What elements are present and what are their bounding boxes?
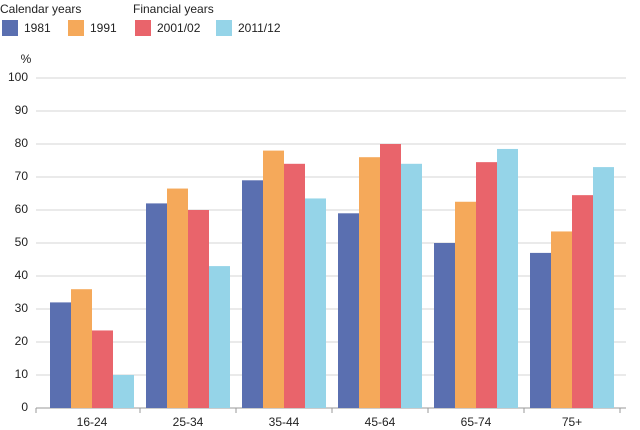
bar <box>530 252 551 408</box>
bar <box>359 157 380 408</box>
legend-label: 1991 <box>90 21 117 35</box>
y-tick-label: 70 <box>15 169 29 183</box>
bar <box>401 163 422 408</box>
y-tick-label: 30 <box>15 301 29 315</box>
y-tick-label: 100 <box>8 70 28 84</box>
legend-swatch <box>135 20 151 36</box>
legend-swatch <box>2 20 18 36</box>
legend-swatch <box>216 20 232 36</box>
bar <box>476 162 497 408</box>
bar <box>113 375 134 408</box>
y-tick-label: 60 <box>15 202 29 216</box>
bar <box>380 144 401 408</box>
bar <box>284 163 305 408</box>
bar <box>71 289 92 408</box>
x-tick-label: 65-74 <box>461 415 492 429</box>
legend-label: 2011/12 <box>238 21 281 35</box>
legend-label: 2001/02 <box>157 21 201 35</box>
legend-swatch <box>68 20 84 36</box>
bar <box>50 302 71 408</box>
bar <box>263 150 284 408</box>
legend-title: Calendar years <box>0 2 81 16</box>
x-tick-label: 25-34 <box>173 415 204 429</box>
y-tick-label: 10 <box>15 367 29 381</box>
bar <box>167 188 188 408</box>
bar <box>338 213 359 408</box>
y-tick-label: 50 <box>15 235 29 249</box>
legend-label: 1981 <box>24 21 51 35</box>
bar <box>242 180 263 408</box>
bar <box>551 231 572 408</box>
y-tick-label: 40 <box>15 268 29 282</box>
y-tick-label: 20 <box>15 334 29 348</box>
x-tick-label: 75+ <box>562 415 582 429</box>
bar <box>146 203 167 408</box>
y-tick-label: 90 <box>15 103 29 117</box>
bar <box>188 210 209 408</box>
y-tick-label: 0 <box>21 400 28 414</box>
x-tick-label: 35-44 <box>269 415 300 429</box>
bar <box>434 243 455 408</box>
x-tick-label: 45-64 <box>365 415 396 429</box>
bar <box>455 201 476 408</box>
bar <box>305 198 326 408</box>
bar <box>572 195 593 408</box>
y-axis-label: % <box>21 52 32 66</box>
bar <box>209 266 230 408</box>
bar <box>593 167 614 408</box>
y-tick-label: 80 <box>15 136 29 150</box>
bar <box>497 148 518 408</box>
legend-title: Financial years <box>133 2 214 16</box>
x-tick-label: 16-24 <box>77 415 108 429</box>
bar <box>92 330 113 408</box>
